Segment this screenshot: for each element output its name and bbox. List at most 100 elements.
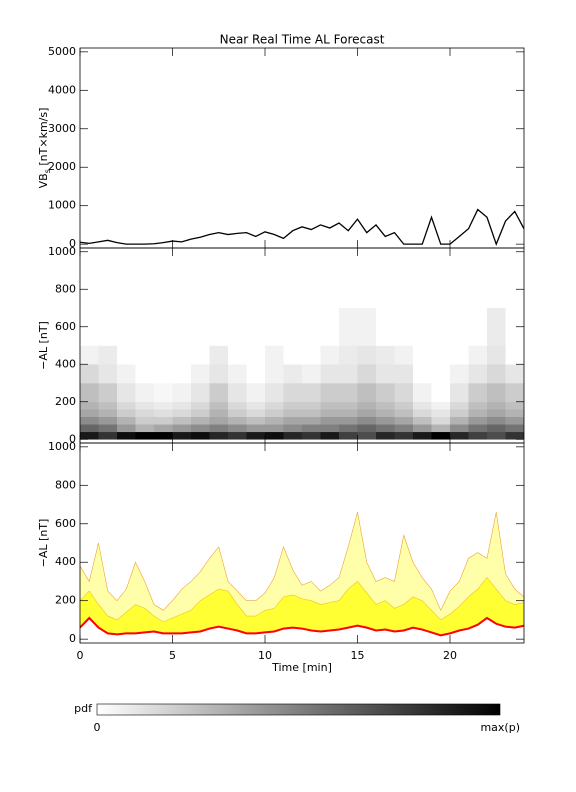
heatmap-cell xyxy=(320,431,340,440)
median-line xyxy=(80,616,524,637)
line xyxy=(80,208,524,247)
heatmap-cell xyxy=(505,424,524,433)
x-tick-label: 10 xyxy=(258,649,272,662)
heatmap-cell xyxy=(376,308,395,346)
heatmap-cell xyxy=(376,401,395,410)
heatmap-cell xyxy=(320,424,340,433)
heatmap-cell xyxy=(98,431,118,440)
heatmap-cell xyxy=(154,364,173,384)
heatmap-cell xyxy=(117,383,136,403)
y-tick-label: 0 xyxy=(69,632,76,645)
heatmap-cell xyxy=(394,416,414,425)
heatmap-cell xyxy=(339,401,358,410)
plot-area: 0 200 400 600 800 1000 0 5 10 15 20 Time [min] −AL [… xyxy=(37,440,525,674)
heatmap-cell xyxy=(228,416,247,425)
data-layer xyxy=(80,308,524,440)
heatmap-cell xyxy=(487,364,506,384)
x-tick-label: 20 xyxy=(443,649,457,662)
heatmap-cell xyxy=(394,364,414,384)
heatmap-cell xyxy=(283,364,303,384)
heatmap-cell xyxy=(394,383,414,403)
heatmap-cell xyxy=(450,401,469,410)
heatmap-cell xyxy=(283,401,303,410)
heatmap-cell xyxy=(246,364,266,384)
heatmap-cell xyxy=(505,401,524,410)
heatmap-cell xyxy=(80,424,99,433)
y-axis-label: −AL [nT] xyxy=(37,519,50,568)
heatmap-cell xyxy=(302,416,321,425)
data-layer xyxy=(80,208,524,247)
heatmap-cell xyxy=(413,401,432,410)
x-tick-label: 5 xyxy=(169,649,176,662)
heatmap-cell xyxy=(302,383,321,403)
heatmap-cell xyxy=(376,409,395,418)
heatmap-cell xyxy=(394,424,414,433)
heatmap-cell xyxy=(98,409,118,418)
heatmap-cell xyxy=(154,409,173,418)
axes-frame xyxy=(79,442,525,644)
heatmap-cell xyxy=(265,401,284,410)
heatmap-cell xyxy=(339,345,358,365)
heatmap-cell xyxy=(98,345,118,365)
heatmap-cell xyxy=(320,409,340,418)
heatmap-cell xyxy=(191,431,210,440)
heatmap-cell xyxy=(376,431,395,440)
heatmap-cell xyxy=(80,364,99,384)
heatmap-cell xyxy=(302,431,321,440)
heatmap-cell xyxy=(357,383,377,403)
heatmap-cell xyxy=(505,308,524,346)
heatmap-cell xyxy=(302,308,321,346)
heatmap-cell xyxy=(209,383,229,403)
heatmap-cell xyxy=(357,409,377,418)
heatmap-cell xyxy=(172,401,192,410)
heatmap-cell xyxy=(468,401,488,410)
y-tick-label: 5000 xyxy=(48,45,76,58)
heatmap-cell xyxy=(431,431,451,440)
heatmap-cell xyxy=(376,364,395,384)
heatmap-cell xyxy=(80,383,99,403)
heatmap-cell xyxy=(468,431,488,440)
heatmap-cell xyxy=(135,383,155,403)
heatmap-cell xyxy=(228,364,247,384)
heatmap-cell xyxy=(320,383,340,403)
heatmap-cell xyxy=(246,401,266,410)
heatmap-cell xyxy=(505,409,524,418)
heatmap-cell xyxy=(468,424,488,433)
heatmap-cell xyxy=(320,416,340,425)
y-axis-label: VBs [nT×km/s] xyxy=(37,108,52,189)
heatmap-cell xyxy=(468,308,488,346)
heatmap-cell xyxy=(172,424,192,433)
heatmap-cell xyxy=(302,345,321,365)
heatmap-cell xyxy=(246,416,266,425)
heatmap-cell xyxy=(468,364,488,384)
heatmap-cell xyxy=(431,416,451,425)
y-tick-label: 600 xyxy=(55,517,76,530)
heatmap-cell xyxy=(265,383,284,403)
y-axis-label: −AL [nT] xyxy=(37,321,50,370)
heatmap-cell xyxy=(394,308,414,346)
heatmap-cell xyxy=(339,409,358,418)
heatmap-cell xyxy=(283,308,303,346)
heatmap-cell xyxy=(98,308,118,346)
heatmap-cell xyxy=(339,416,358,425)
heatmap-cell xyxy=(487,308,506,346)
heatmap-cell xyxy=(117,401,136,410)
y-axis-label-main: VB xyxy=(37,173,50,188)
heatmap-cell xyxy=(431,401,451,410)
heatmap-cell xyxy=(413,431,432,440)
heatmap-cell xyxy=(265,364,284,384)
y-tick-label: 0 xyxy=(69,432,76,445)
heatmap-cell xyxy=(209,345,229,365)
heatmap-cell xyxy=(80,308,99,346)
heatmap-cell xyxy=(376,416,395,425)
heatmap-cell xyxy=(413,424,432,433)
x-tick-label: 15 xyxy=(351,649,365,662)
heatmap-cell xyxy=(154,345,173,365)
heatmap-cell xyxy=(302,364,321,384)
heatmap-cell xyxy=(413,345,432,365)
plot-area: 0 200 400 600 800 1000 −AL [nT] xyxy=(37,245,525,445)
heatmap-cell xyxy=(413,416,432,425)
heatmap-cell xyxy=(154,424,173,433)
heatmap-cell xyxy=(246,431,266,440)
